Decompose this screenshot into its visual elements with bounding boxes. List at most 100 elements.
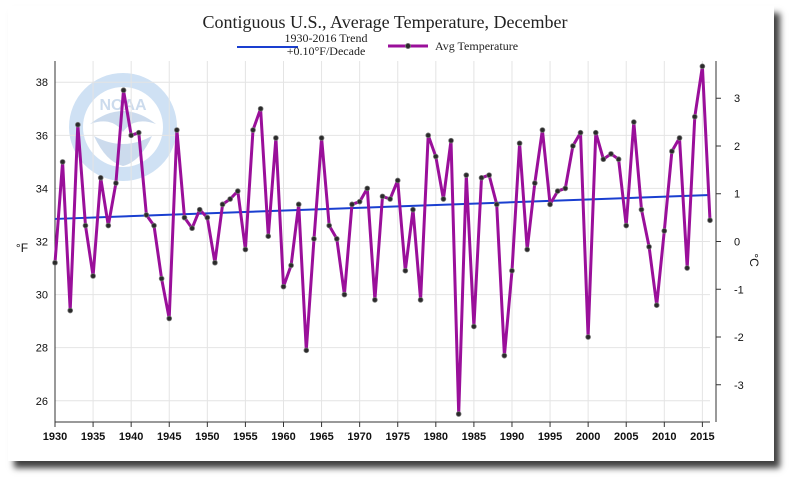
data-point — [516, 140, 523, 147]
data-point — [372, 297, 378, 303]
data-point — [135, 129, 142, 136]
data-point — [486, 172, 492, 178]
data-point — [577, 129, 584, 136]
data-point — [234, 188, 241, 194]
y2-tick-label: 0 — [734, 237, 740, 249]
data-point — [303, 347, 310, 354]
data-point — [646, 244, 652, 250]
x-tick-label: 2005 — [614, 431, 638, 443]
data-point — [387, 196, 393, 202]
data-point — [113, 180, 119, 186]
x-tick-label: 1940 — [119, 431, 143, 443]
data-point — [433, 153, 439, 160]
x-tick-label: 1970 — [347, 431, 371, 443]
data-point — [250, 127, 256, 133]
data-point — [242, 246, 249, 253]
x-tick-label: 1955 — [233, 431, 257, 443]
x-tick-label: 2000 — [576, 431, 600, 443]
data-point — [120, 87, 127, 93]
data-point — [75, 121, 81, 128]
data-point — [570, 143, 576, 149]
data-point — [493, 201, 500, 208]
data-point — [174, 127, 180, 133]
data-point — [227, 196, 233, 202]
x-tick-label: 1945 — [157, 431, 181, 443]
x-tick-label: 1935 — [81, 431, 105, 443]
data-point — [653, 302, 660, 309]
data-point — [448, 137, 454, 144]
data-point — [669, 148, 675, 155]
data-point — [151, 222, 157, 229]
data-point — [143, 212, 150, 218]
data-point — [212, 259, 218, 266]
y-tick-label: 34 — [36, 183, 48, 195]
data-point — [691, 113, 698, 120]
data-point — [204, 214, 211, 221]
data-point — [684, 265, 690, 271]
data-point — [326, 222, 332, 229]
data-point — [623, 222, 630, 229]
data-point — [478, 174, 485, 181]
data-point — [356, 198, 363, 205]
y2-tick-label: 1 — [734, 189, 740, 201]
data-point — [181, 214, 188, 221]
y-tick-label: 26 — [36, 396, 48, 408]
data-point — [608, 151, 614, 157]
data-point — [615, 156, 622, 163]
data-point — [661, 228, 668, 234]
data-point — [554, 188, 561, 194]
y2-tick-label: -3 — [734, 380, 744, 392]
data-point — [707, 217, 713, 224]
data-point — [158, 275, 165, 282]
data-point — [311, 236, 317, 242]
data-point — [105, 222, 112, 229]
data-point — [471, 323, 477, 330]
data-point — [463, 172, 470, 178]
data-point — [128, 132, 134, 139]
data-point — [547, 201, 553, 208]
data-point — [97, 174, 104, 181]
data-point — [318, 135, 325, 141]
data-point — [410, 206, 416, 213]
data-point — [67, 307, 74, 314]
x-tick-label: 1985 — [462, 431, 486, 443]
data-point — [265, 233, 272, 239]
x-tick-label: 1930 — [43, 431, 67, 443]
x-tick-label: 1990 — [500, 431, 524, 443]
y-tick-label: 32 — [36, 237, 48, 249]
data-point — [394, 177, 401, 184]
data-point — [288, 262, 294, 269]
data-point — [524, 246, 531, 253]
data-point — [295, 201, 302, 208]
x-tick-label: 2015 — [690, 431, 714, 443]
x-tick-label: 1980 — [424, 431, 448, 443]
data-point — [509, 267, 515, 274]
data-point — [417, 297, 424, 303]
data-point — [455, 411, 462, 417]
data-point — [82, 222, 89, 229]
x-tick-label: 1950 — [195, 431, 219, 443]
data-point — [539, 127, 546, 133]
data-point — [280, 283, 287, 290]
y2-tick-label: 3 — [734, 93, 740, 105]
y-axis-label-c: °C — [747, 253, 761, 267]
data-point — [189, 225, 195, 232]
data-point — [59, 159, 66, 165]
data-point — [425, 132, 431, 139]
legend-trend-label: +0.10°F/Decade — [287, 44, 366, 58]
data-point — [166, 315, 173, 322]
temperature-chart: Contiguous U.S., Average Temperature, De… — [16, 12, 761, 443]
x-tick-label: 1975 — [385, 431, 409, 443]
data-point — [562, 185, 569, 192]
data-point — [440, 196, 447, 202]
data-point — [532, 180, 538, 186]
legend-trend-label: 1930-2016 Trend — [284, 31, 367, 45]
legend: 1930-2016 Trend+0.10°F/Decade Avg Tempera… — [237, 31, 518, 58]
legend-avg-label: Avg Temperature — [435, 39, 518, 53]
data-point — [631, 119, 637, 125]
grid — [54, 61, 710, 422]
data-point — [257, 105, 264, 112]
x-tick-label: 1965 — [309, 431, 333, 443]
data-point — [638, 206, 645, 213]
data-point — [600, 156, 607, 163]
